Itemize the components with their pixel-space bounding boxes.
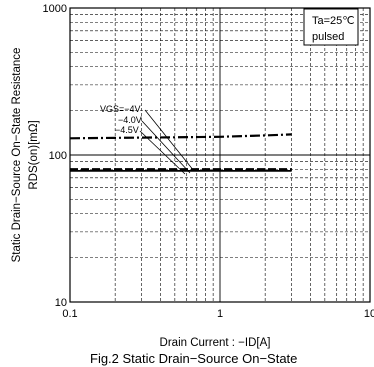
x-tick-labels: 0.1 1 10 <box>62 308 374 320</box>
y-tick-label: 10 <box>55 297 67 309</box>
x-axis-label: Drain Current : −ID[A] <box>160 337 271 349</box>
y-tick-labels: 10 100 1000 <box>43 3 67 309</box>
plot-frame <box>69 7 371 303</box>
grid-lines <box>70 8 370 302</box>
y-tick-label: 100 <box>49 150 67 162</box>
leader-line-2 <box>141 120 191 174</box>
x-tick-label: 10 <box>364 308 374 320</box>
x-tick-label: 0.1 <box>62 308 77 320</box>
leader-line-1 <box>144 109 195 172</box>
annotation-4-5v: −4.5V <box>115 125 139 135</box>
series-annotations: VGS=−4V −4.0V −4.5V <box>100 104 195 175</box>
series-line-1 <box>69 133 292 140</box>
y-axis-unit-label: RDS(on)[mΩ] <box>28 120 40 189</box>
figure-caption: Fig.2 Static Drain−Source On−State <box>90 351 297 366</box>
x-tick-label: 1 <box>217 308 223 320</box>
leader-line-3 <box>139 130 186 175</box>
annotation-4-0v: −4.0V <box>118 115 142 125</box>
y-tick-label: 1000 <box>43 3 67 15</box>
data-series <box>69 133 292 172</box>
y-axis-label: Static Drain−Source On−State Resistance <box>11 48 23 263</box>
annotation-vgs-4v: VGS=−4V <box>100 104 141 114</box>
condition-pulsed: pulsed <box>312 31 344 43</box>
condition-box: Ta=25℃ pulsed <box>303 8 359 46</box>
condition-temperature: Ta=25℃ <box>312 15 355 27</box>
